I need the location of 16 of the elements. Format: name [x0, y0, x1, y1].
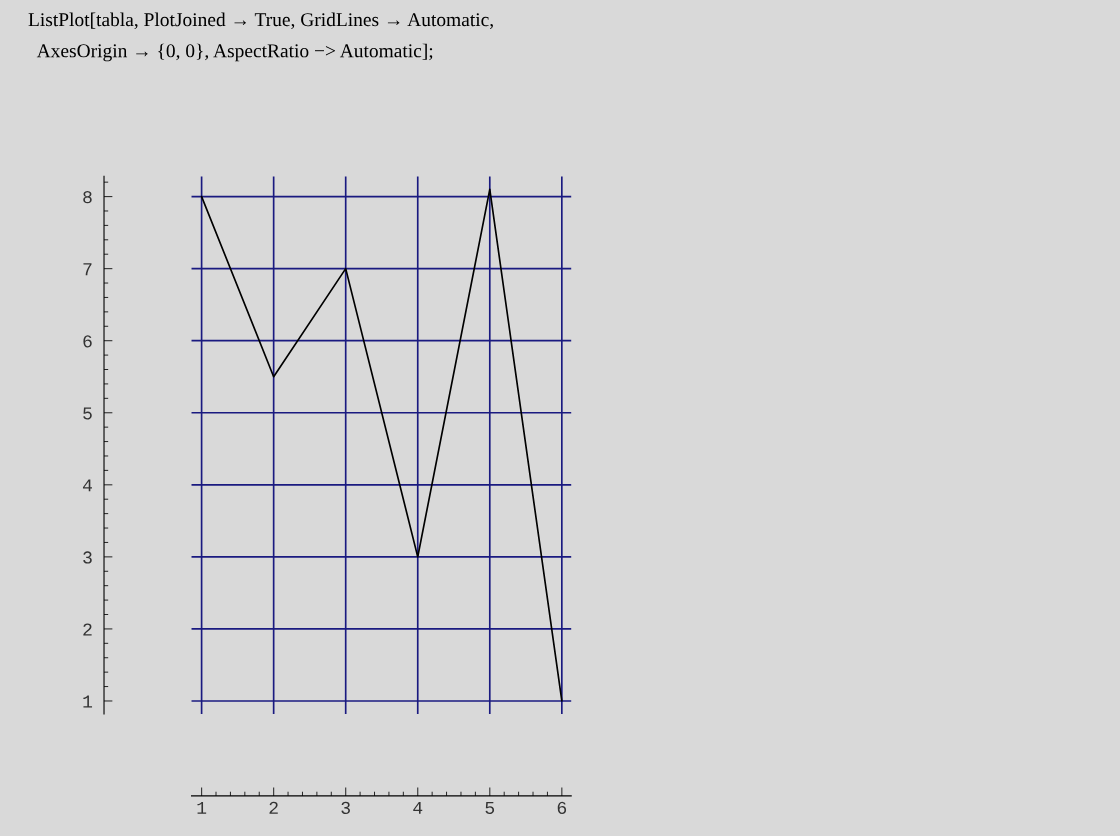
y-tick-label: 3 [83, 551, 92, 564]
y-tick-label: 4 [82, 479, 92, 492]
y-tick-label: 5 [83, 407, 92, 420]
y-tick-label: 1 [83, 695, 93, 708]
x-tick-label: 2 [269, 801, 278, 814]
x-tick-label: 1 [197, 801, 207, 814]
x-tick-label: 6 [557, 801, 567, 815]
x-tick-label: 5 [485, 801, 495, 815]
y-tick-label: 2 [83, 623, 92, 636]
x-tick-label: 3 [341, 801, 350, 815]
x-tick-label: 4 [413, 801, 423, 814]
y-tick-label: 6 [83, 335, 92, 348]
y-tick-label: 8 [83, 191, 92, 204]
y-tick-label: 7 [83, 263, 92, 276]
chart-title: ListPlot[tabla, PlotJoined → True, GridLines → Automatic, AxesOrigin → {0, 0}, AspectRatio −> Automatic]; [28, 12, 493, 62]
line-series [200, 188, 563, 702]
